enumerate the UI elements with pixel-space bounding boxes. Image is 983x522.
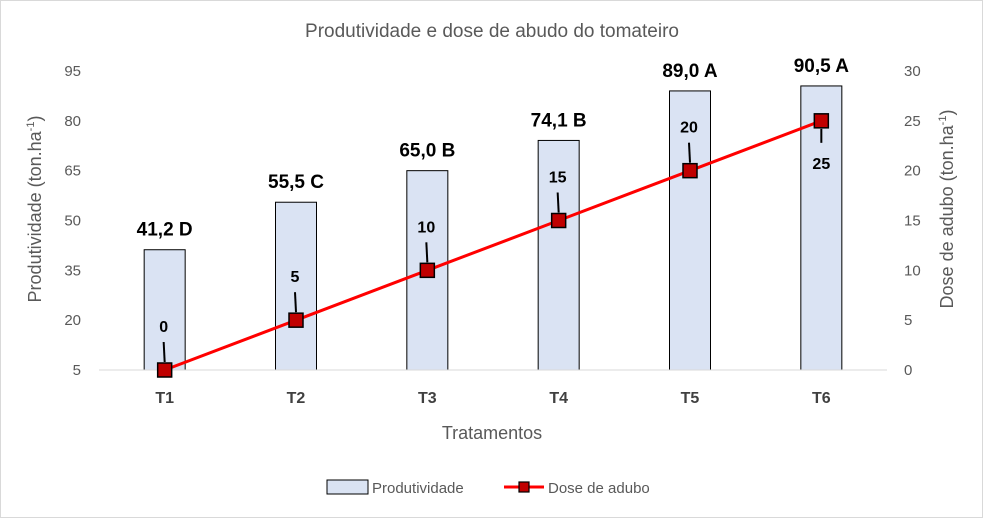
y-left-tick-label: 35	[64, 262, 81, 279]
x-axis-ticks: T1 T2 T3 T4 T5 T6	[155, 390, 830, 407]
legend: Produtividade Dose de adubo	[326, 479, 650, 497]
dose-data-label: 15	[549, 170, 567, 187]
bar-data-label: 90,5 A	[794, 56, 850, 77]
dose-leader-line	[425, 242, 429, 263]
y-left-tick-label: 5	[73, 362, 81, 379]
dose-leader-line	[162, 341, 166, 363]
bar-data-label: 74,1 B	[531, 110, 587, 131]
dose-line-series: 0 5 10 15 20 25	[156, 113, 830, 378]
bar-data-label: 55,5 C	[268, 172, 324, 193]
legend-marker-dose	[518, 481, 530, 493]
bar-series	[143, 85, 843, 371]
bar-t2	[275, 201, 317, 371]
dose-data-label: 20	[680, 120, 698, 137]
bar-t4	[537, 139, 580, 371]
dose-marker	[550, 212, 567, 229]
y-axis-right-title: Dose de adubo (ton.ha-1)	[937, 110, 957, 309]
y-left-tick-label: 50	[64, 213, 81, 230]
dose-marker	[419, 262, 436, 279]
y-left-tick-label: 95	[64, 63, 81, 80]
dose-leader-line	[556, 192, 560, 213]
y-right-tick-label: 30	[904, 63, 921, 80]
dose-data-label: 10	[417, 219, 435, 236]
dose-data-label: 5	[291, 269, 300, 286]
dose-data-label: 0	[159, 319, 168, 336]
y-right-tick-label: 5	[904, 312, 912, 329]
chart-title: Produtividade e dose de abudo do tomatei…	[305, 21, 679, 42]
bar-data-label: 41,2 D	[137, 220, 193, 241]
x-tick-label: T1	[155, 390, 174, 407]
x-tick-label: T6	[812, 390, 831, 407]
y-axis-left-ticks: 5 20 35 50 65 80 95	[64, 63, 81, 379]
x-axis-title: Tratamentos	[442, 423, 542, 443]
dose-marker	[156, 362, 173, 378]
x-tick-label: T2	[287, 390, 306, 407]
dose-marker	[682, 162, 698, 179]
dose-line	[164, 119, 822, 372]
legend-swatch-produtividade	[326, 479, 369, 495]
y-left-tick-label: 65	[64, 163, 81, 180]
dose-leader-line	[294, 292, 297, 313]
y-right-tick-label: 25	[904, 113, 921, 130]
y-left-tick-label: 80	[64, 113, 81, 130]
y-axis-left-title: Produtividade (ton.ha-1)	[25, 116, 45, 303]
dose-data-label: 25	[812, 156, 830, 173]
x-tick-label: T3	[418, 390, 437, 407]
legend-label-produtividade: Produtividade	[372, 480, 464, 497]
x-tick-label: T4	[549, 390, 568, 407]
y-axis-right-ticks: 0 5 10 15 20 25 30	[904, 63, 921, 379]
bar-data-label: 89,0 A	[662, 61, 718, 82]
bar-data-labels: 41,2 D 55,5 C 65,0 B 74,1 B 89,0 A 90,5 A	[137, 56, 850, 241]
y-right-tick-label: 15	[904, 213, 921, 230]
dose-leader-line	[688, 142, 691, 163]
legend-label-dose: Dose de adubo	[548, 480, 650, 497]
x-tick-label: T5	[681, 390, 700, 407]
bar-data-label: 65,0 B	[399, 141, 455, 162]
dose-marker	[288, 312, 304, 328]
y-right-tick-label: 10	[904, 262, 921, 279]
y-left-tick-label: 20	[64, 312, 81, 329]
y-right-tick-label: 20	[904, 163, 921, 180]
y-right-tick-label: 0	[904, 362, 912, 379]
dose-marker	[813, 113, 830, 129]
